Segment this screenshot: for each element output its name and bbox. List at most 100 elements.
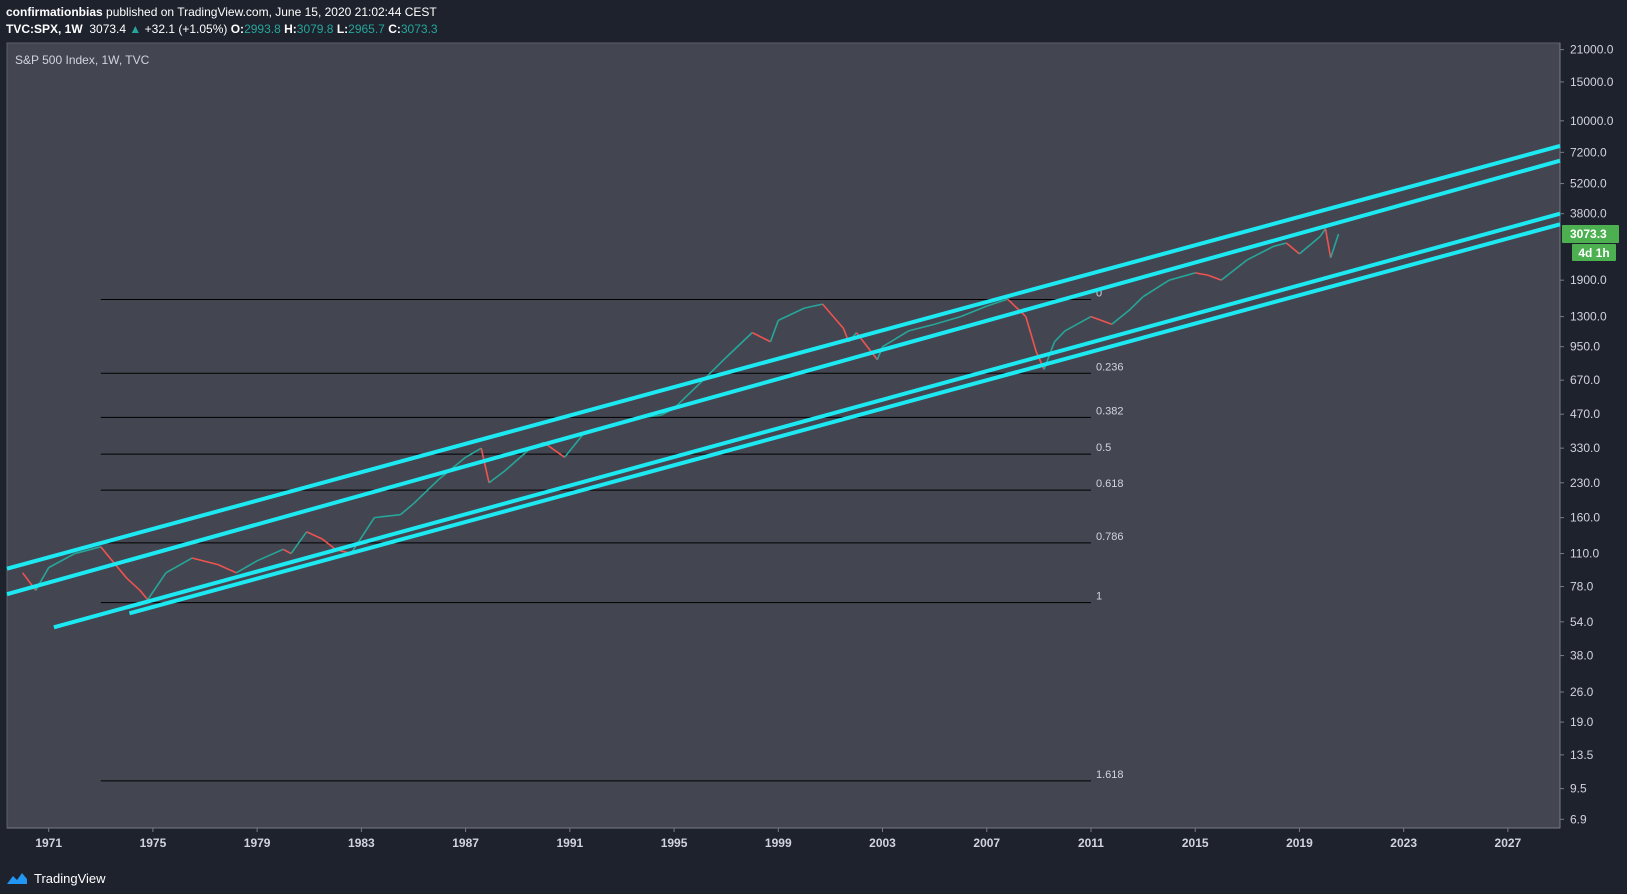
y-tick-label: 9.5 <box>1570 782 1587 796</box>
price-segment <box>882 330 909 348</box>
x-tick-label: 2011 <box>1078 836 1104 850</box>
y-tick-label: 78.0 <box>1570 580 1594 594</box>
high-label: H: <box>284 22 297 36</box>
y-tick-label: 110.0 <box>1570 547 1599 561</box>
y-tick-label: 10000.0 <box>1570 114 1614 128</box>
x-tick-label: 1991 <box>556 836 583 850</box>
price-segment <box>399 503 415 516</box>
author-name[interactable]: confirmationbias <box>6 5 103 19</box>
x-tick-label: 1999 <box>765 836 792 850</box>
price-segment <box>139 589 149 601</box>
price-segment <box>235 560 258 574</box>
price-segment <box>1168 272 1196 281</box>
price-segment <box>504 447 532 472</box>
countdown-badge <box>1572 244 1616 262</box>
y-tick-label: 7200.0 <box>1570 145 1607 159</box>
publish-line: confirmationbias published on TradingVie… <box>6 4 438 21</box>
last-price-badge <box>1562 225 1619 244</box>
open-label: O: <box>230 22 245 36</box>
price-segment <box>1324 228 1332 258</box>
y-tick-label: 3800.0 <box>1570 207 1607 221</box>
x-tick-label: 1995 <box>661 836 688 850</box>
y-tick-label: 230.0 <box>1570 476 1600 490</box>
symbol-label: TVC:SPX, 1W <box>6 22 83 36</box>
price-segment <box>191 557 219 566</box>
price-segment <box>1053 330 1066 343</box>
price-segment <box>1273 242 1287 248</box>
price-segment <box>804 303 823 309</box>
x-tick-label: 1975 <box>140 836 167 850</box>
x-tick-label: 1971 <box>35 836 62 850</box>
channel-trendline[interactable] <box>6 158 1561 597</box>
price-segment <box>74 546 102 555</box>
price-segment <box>1142 279 1170 298</box>
x-tick-label: 1979 <box>244 836 271 850</box>
close-value: 3073.3 <box>400 22 438 36</box>
price-segment <box>1090 315 1113 326</box>
ohlc-line: TVC:SPX, 1W 3073.4 ▲ +32.1 (+1.05%) O:29… <box>6 21 438 38</box>
chart-header: confirmationbias published on TradingVie… <box>6 4 438 38</box>
price-segment <box>1007 298 1027 318</box>
price-segment <box>1064 315 1092 332</box>
fib-level-label: 0.786 <box>1096 531 1124 543</box>
price-segment <box>908 323 935 332</box>
fib-level-label: 0.382 <box>1096 405 1124 417</box>
price-segment <box>960 305 988 318</box>
price-segment <box>563 434 584 458</box>
y-tick-label: 19.0 <box>1570 715 1594 729</box>
price-segment <box>282 548 292 555</box>
x-tick-label: 1987 <box>452 836 479 850</box>
channel-trendline[interactable] <box>128 222 1561 616</box>
price-segment <box>165 557 193 574</box>
fib-level-label: 1.618 <box>1096 769 1124 781</box>
price-segment <box>100 546 115 564</box>
y-tick-label: 26.0 <box>1570 685 1594 699</box>
fib-level-label: 1 <box>1096 591 1102 603</box>
price-segment <box>821 303 845 329</box>
price-segment <box>777 307 805 322</box>
price-segment <box>217 563 237 574</box>
price-chart[interactable]: 0 0.236 0.382 0.5 0.618 0.786 1 1.618 S&P 500 In… <box>0 0 1627 866</box>
price-segment <box>465 447 482 458</box>
y-tick-label: 13.5 <box>1570 748 1594 762</box>
price-segment <box>1298 235 1321 255</box>
price-segment <box>290 531 308 555</box>
y-tick-label: 330.0 <box>1570 441 1600 455</box>
y-tick-label: 15000.0 <box>1570 75 1614 89</box>
fib-level-label: 0.236 <box>1096 361 1124 373</box>
y-tick-label: 6.9 <box>1570 812 1587 826</box>
price-segment <box>1025 316 1038 353</box>
y-tick-label: 21000.0 <box>1570 43 1614 57</box>
last-price: 3073.4 <box>89 22 127 36</box>
price-segment <box>256 548 284 562</box>
price-segment <box>374 513 401 519</box>
price-segment <box>1195 272 1209 277</box>
price-change: +32.1 (+1.05%) <box>144 22 228 36</box>
x-tick-label: 2003 <box>869 836 896 850</box>
y-tick-label: 950.0 <box>1570 340 1600 354</box>
price-segment <box>1285 242 1300 255</box>
fib-level-label: 0 <box>1096 288 1102 300</box>
price-segment <box>147 572 167 601</box>
price-segment <box>1111 308 1131 325</box>
price-segment <box>769 320 780 343</box>
price-segment <box>1246 245 1274 261</box>
footer-brand[interactable]: TradingView <box>34 870 106 886</box>
y-tick-label: 5200.0 <box>1570 177 1607 191</box>
up-arrow-icon: ▲ <box>129 22 142 36</box>
channel-trendline[interactable] <box>6 143 1561 571</box>
price-segment <box>1319 228 1327 237</box>
price-segment <box>350 517 376 555</box>
price-segment <box>1329 233 1340 259</box>
x-tick-label: 1983 <box>348 836 375 850</box>
price-segment <box>673 382 701 409</box>
x-tick-label: 2027 <box>1495 836 1522 850</box>
footer: TradingView <box>6 866 106 890</box>
y-tick-label: 670.0 <box>1570 373 1600 387</box>
price-segment <box>488 470 506 484</box>
x-tick-label: 2015 <box>1182 836 1209 850</box>
channel-trendline[interactable] <box>53 211 1561 630</box>
x-tick-label: 2023 <box>1390 836 1417 850</box>
price-segment <box>412 478 441 505</box>
price-segment <box>480 447 490 483</box>
